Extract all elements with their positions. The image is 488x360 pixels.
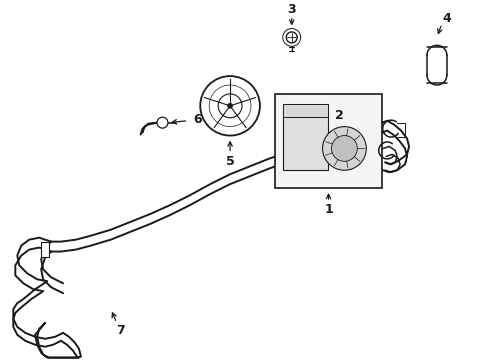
Text: 4: 4 [442,12,450,25]
Text: 6: 6 [193,113,201,126]
Polygon shape [282,104,327,117]
Bar [282,111,327,170]
Text: 2: 2 [334,109,343,122]
Text: 3: 3 [287,3,295,16]
Text: 7: 7 [116,324,125,337]
Circle shape [322,127,366,170]
Circle shape [227,103,232,108]
Circle shape [331,136,357,161]
Circle shape [157,117,167,128]
Circle shape [285,32,297,43]
Text: 5: 5 [225,155,234,168]
Bar [274,94,382,188]
Bar [41,242,49,257]
Text: 1: 1 [324,203,332,216]
